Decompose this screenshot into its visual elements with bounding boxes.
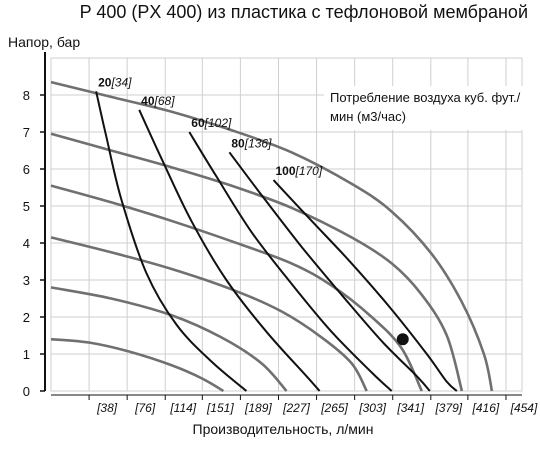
y-tick-label: 0 [23, 384, 30, 399]
air-label-100: 100[170] [275, 164, 322, 178]
air-label-40: 40[68] [141, 94, 175, 108]
y-tick-label: 6 [23, 162, 30, 177]
air-labels: 20[34] 40[68] 60[102] 80[136]100[170] [98, 75, 323, 178]
y-tick-label: 7 [23, 125, 30, 140]
marker [396, 333, 409, 346]
pressure-curve-2 [50, 132, 464, 392]
x-tick-label: [454] [510, 401, 538, 415]
air-label-value: 20 [98, 75, 112, 89]
legend-box [324, 86, 524, 130]
x-tick-labels: [38] [76] [114] [151] [189] [227] [265] [303] [3… [96, 401, 538, 415]
x-tick-label: [227] [282, 401, 310, 415]
air-label-bracket: [34] [110, 75, 132, 89]
air-curve-60 [188, 131, 393, 392]
y-axis-label: Напор, бар [8, 34, 81, 50]
pressure-curve-3 [50, 184, 423, 392]
axes [40, 52, 522, 400]
x-tick-label: [76] [134, 401, 156, 415]
x-tick-label: [189] [244, 401, 272, 415]
x-tick-label: [303] [358, 401, 386, 415]
x-axis-label: Производительность, л/мин [192, 421, 374, 437]
x-tick-label: [416] [472, 401, 500, 415]
air-label-80: 80[136] [231, 136, 272, 150]
air-label-bracket: [170] [295, 164, 323, 178]
pressure-curve-1 [50, 80, 494, 392]
air-label-bracket: [136] [244, 136, 272, 150]
y-tick-label: 4 [23, 236, 30, 251]
air-label-60: 60[102] [191, 116, 232, 130]
air-label-value: 100 [275, 164, 295, 178]
air-curve-100 [272, 179, 458, 392]
x-tick-label: [114] [169, 401, 196, 415]
pressure-curve-6 [50, 337, 225, 393]
air-label-value: 80 [231, 136, 245, 150]
air-label-bracket: [102] [204, 116, 232, 130]
air-label-value: 40 [141, 94, 155, 108]
y-tick-label: 2 [23, 310, 30, 325]
air-curve-20 [95, 91, 248, 392]
air-curve-80 [228, 151, 431, 392]
y-tick-label: 1 [23, 347, 30, 362]
legend: Потребление воздуха куб. фут./мин (м3/ча… [324, 86, 524, 130]
air-curve-40 [138, 109, 321, 392]
pressure-curves [50, 80, 494, 393]
operating-point-marker [396, 333, 409, 346]
pressure-curve-4 [50, 236, 368, 392]
air-label-bracket: [68] [154, 94, 176, 108]
air-consumption-curves [95, 91, 458, 392]
pressure-curve-5 [50, 286, 288, 392]
legend-text: Потребление воздуха куб. фут./мин (м3/ча… [330, 90, 521, 124]
x-tick-label: [265] [320, 401, 348, 415]
chart-title: P 400 (PX 400) из пластика с тефлоновой … [79, 2, 528, 22]
x-tick-label: [151] [206, 401, 234, 415]
x-tick-label: [341] [396, 401, 424, 415]
air-label-20: 20[34] [98, 75, 132, 89]
y-tick-label: 5 [23, 199, 30, 214]
y-tick-label: 3 [23, 273, 30, 288]
x-tick-label: [38] [96, 401, 118, 415]
y-tick-labels: 0 1 2 3 4 5 6 7 8 [23, 88, 30, 399]
y-tick-label: 8 [23, 88, 30, 103]
air-label-value: 60 [191, 116, 205, 130]
x-tick-label: [379] [434, 401, 462, 415]
